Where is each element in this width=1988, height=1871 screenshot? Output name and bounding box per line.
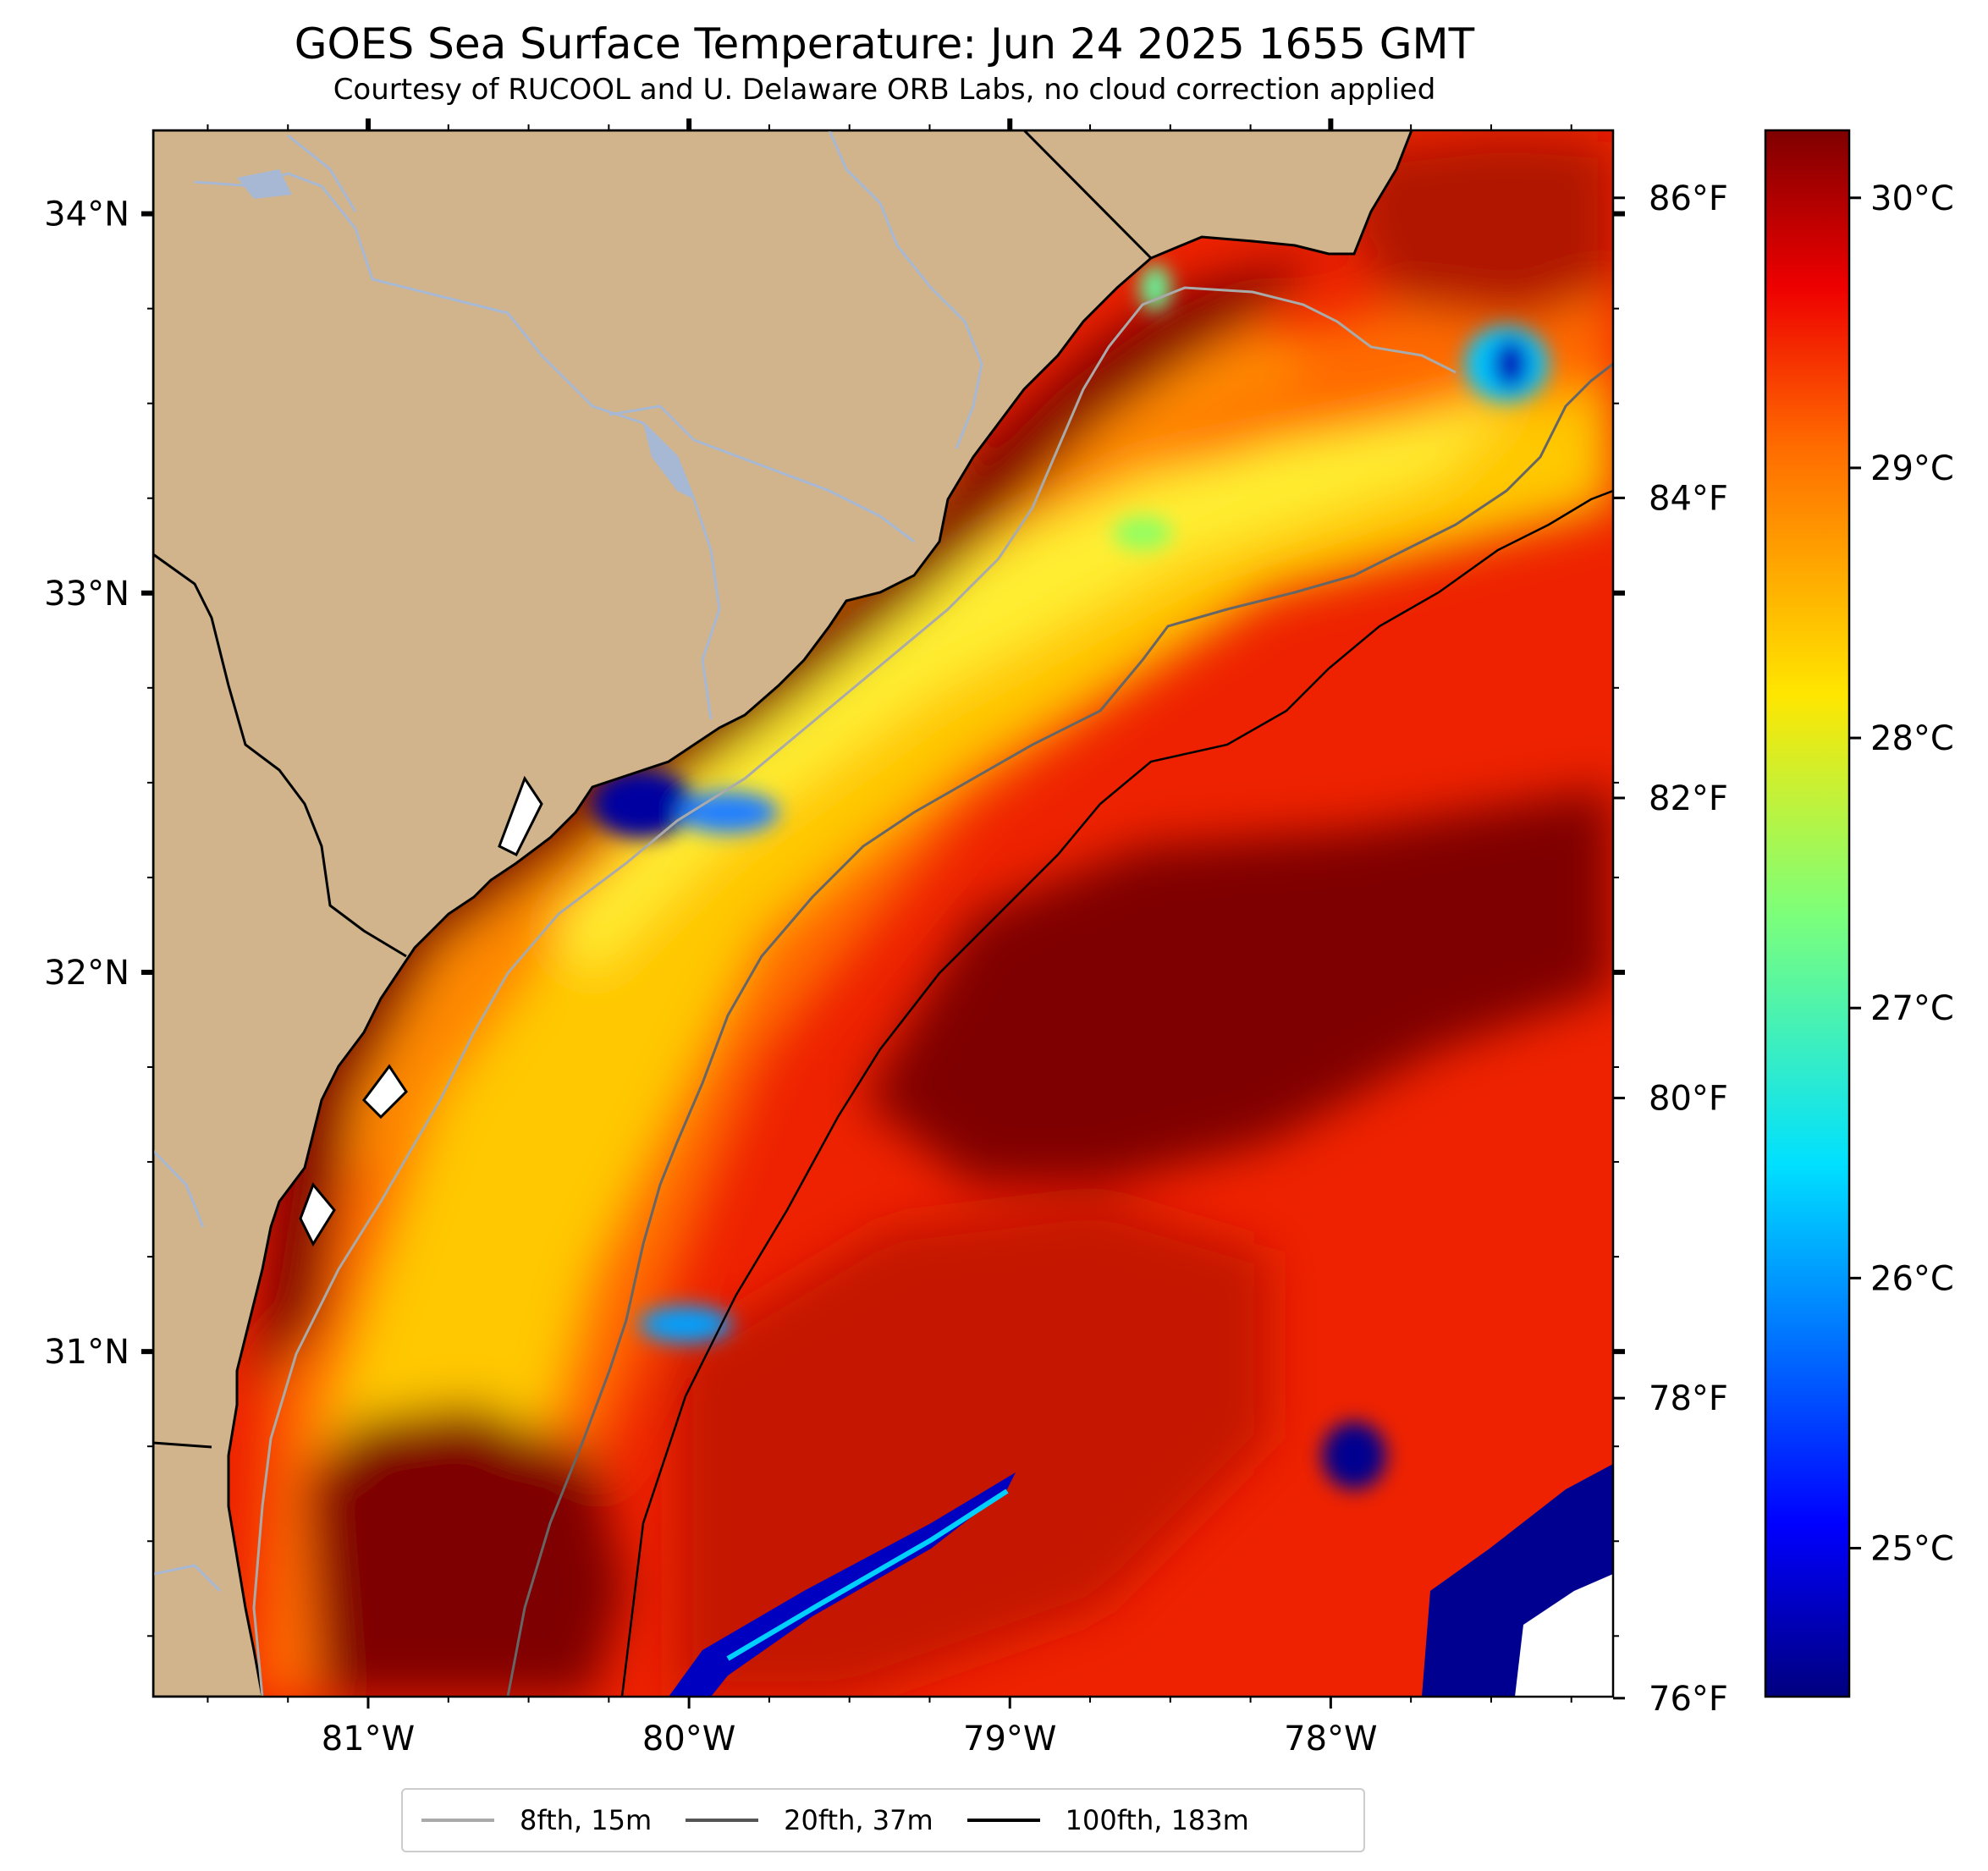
lake-wateree <box>237 169 292 199</box>
celsius-tick-label: 26°C <box>1870 1259 1954 1298</box>
state-border-ga-fl <box>153 1441 212 1449</box>
lat-tick-label: 33°N <box>44 575 129 614</box>
coastal-island <box>362 1064 408 1120</box>
rivers <box>153 130 983 1593</box>
lat-tick-label: 32°N <box>44 954 129 993</box>
celsius-tick-label: 27°C <box>1870 989 1954 1028</box>
map-area <box>153 130 1613 1697</box>
celsius-ticks: 30°C 29°C 28°C 27°C 26°C 25°C <box>1849 179 1954 1568</box>
contour-8fth <box>252 286 1457 1697</box>
contour-20fth <box>506 362 1613 1697</box>
legend-item: 20fth, 37m <box>686 1804 933 1836</box>
lon-tick-label: 81°W <box>322 1720 415 1758</box>
map-frame <box>151 129 1615 1698</box>
coastal-island <box>498 775 543 857</box>
celsius-tick-label: 25°C <box>1870 1529 1954 1568</box>
lon-tick-label: 79°W <box>963 1720 1056 1758</box>
contour-legend: 8fth, 15m 20fth, 37m 100fth, 183m <box>401 1788 1365 1852</box>
lon-tick-label: 80°W <box>642 1720 735 1758</box>
legend-swatch <box>966 1819 1040 1822</box>
latitude-ticks: 34°N 33°N 32°N 31°N <box>44 195 1625 1372</box>
legend-label: 20fth, 37m <box>784 1804 933 1836</box>
celsius-tick-label: 28°C <box>1870 719 1954 758</box>
fahrenheit-tick-label: 86°F <box>1649 179 1728 218</box>
legend-label: 100fth, 183m <box>1065 1804 1249 1836</box>
colorbar <box>1764 129 1851 1698</box>
fahrenheit-tick-label: 80°F <box>1649 1080 1728 1119</box>
fahrenheit-tick-label: 78°F <box>1649 1379 1728 1418</box>
legend-swatch <box>686 1819 759 1822</box>
contour-100fth <box>620 489 1613 1697</box>
legend-item: 100fth, 183m <box>966 1804 1249 1836</box>
lake-marion <box>643 423 694 499</box>
lat-tick-label: 34°N <box>44 195 129 234</box>
state-border-sc-ga <box>153 553 407 958</box>
celsius-tick-label: 30°C <box>1870 179 1954 218</box>
fahrenheit-tick-label: 76°F <box>1649 1680 1728 1719</box>
map-subtitle: Courtesy of RUCOOL and U. Delaware ORB L… <box>333 73 1436 107</box>
coastal-island <box>299 1182 336 1247</box>
state-border-nc-sc <box>1022 130 1153 260</box>
fahrenheit-ticks: 86°F 84°F 82°F 80°F 78°F 76°F <box>1613 179 1728 1719</box>
no-data-area <box>1515 1574 1613 1697</box>
fahrenheit-tick-label: 82°F <box>1649 779 1728 818</box>
sst-field-bands <box>254 135 1613 1697</box>
lat-tick-label: 31°N <box>44 1333 129 1372</box>
map-title: GOES Sea Surface Temperature: Jun 24 202… <box>294 19 1475 69</box>
cold-filament-edge <box>726 1489 1009 1661</box>
longitude-ticks: 81°W 80°W 79°W 78°W <box>322 118 1378 1758</box>
fahrenheit-tick-label: 84°F <box>1649 479 1728 518</box>
legend-label: 8fth, 15m <box>520 1804 653 1836</box>
land-mass <box>153 130 1413 1697</box>
celsius-tick-label: 29°C <box>1870 449 1954 488</box>
cold-patches <box>592 264 1549 1489</box>
legend-swatch <box>421 1819 494 1822</box>
legend-item: 8fth, 15m <box>421 1804 652 1836</box>
minor-ticks <box>147 124 1619 1703</box>
lon-tick-label: 78°W <box>1284 1720 1377 1758</box>
